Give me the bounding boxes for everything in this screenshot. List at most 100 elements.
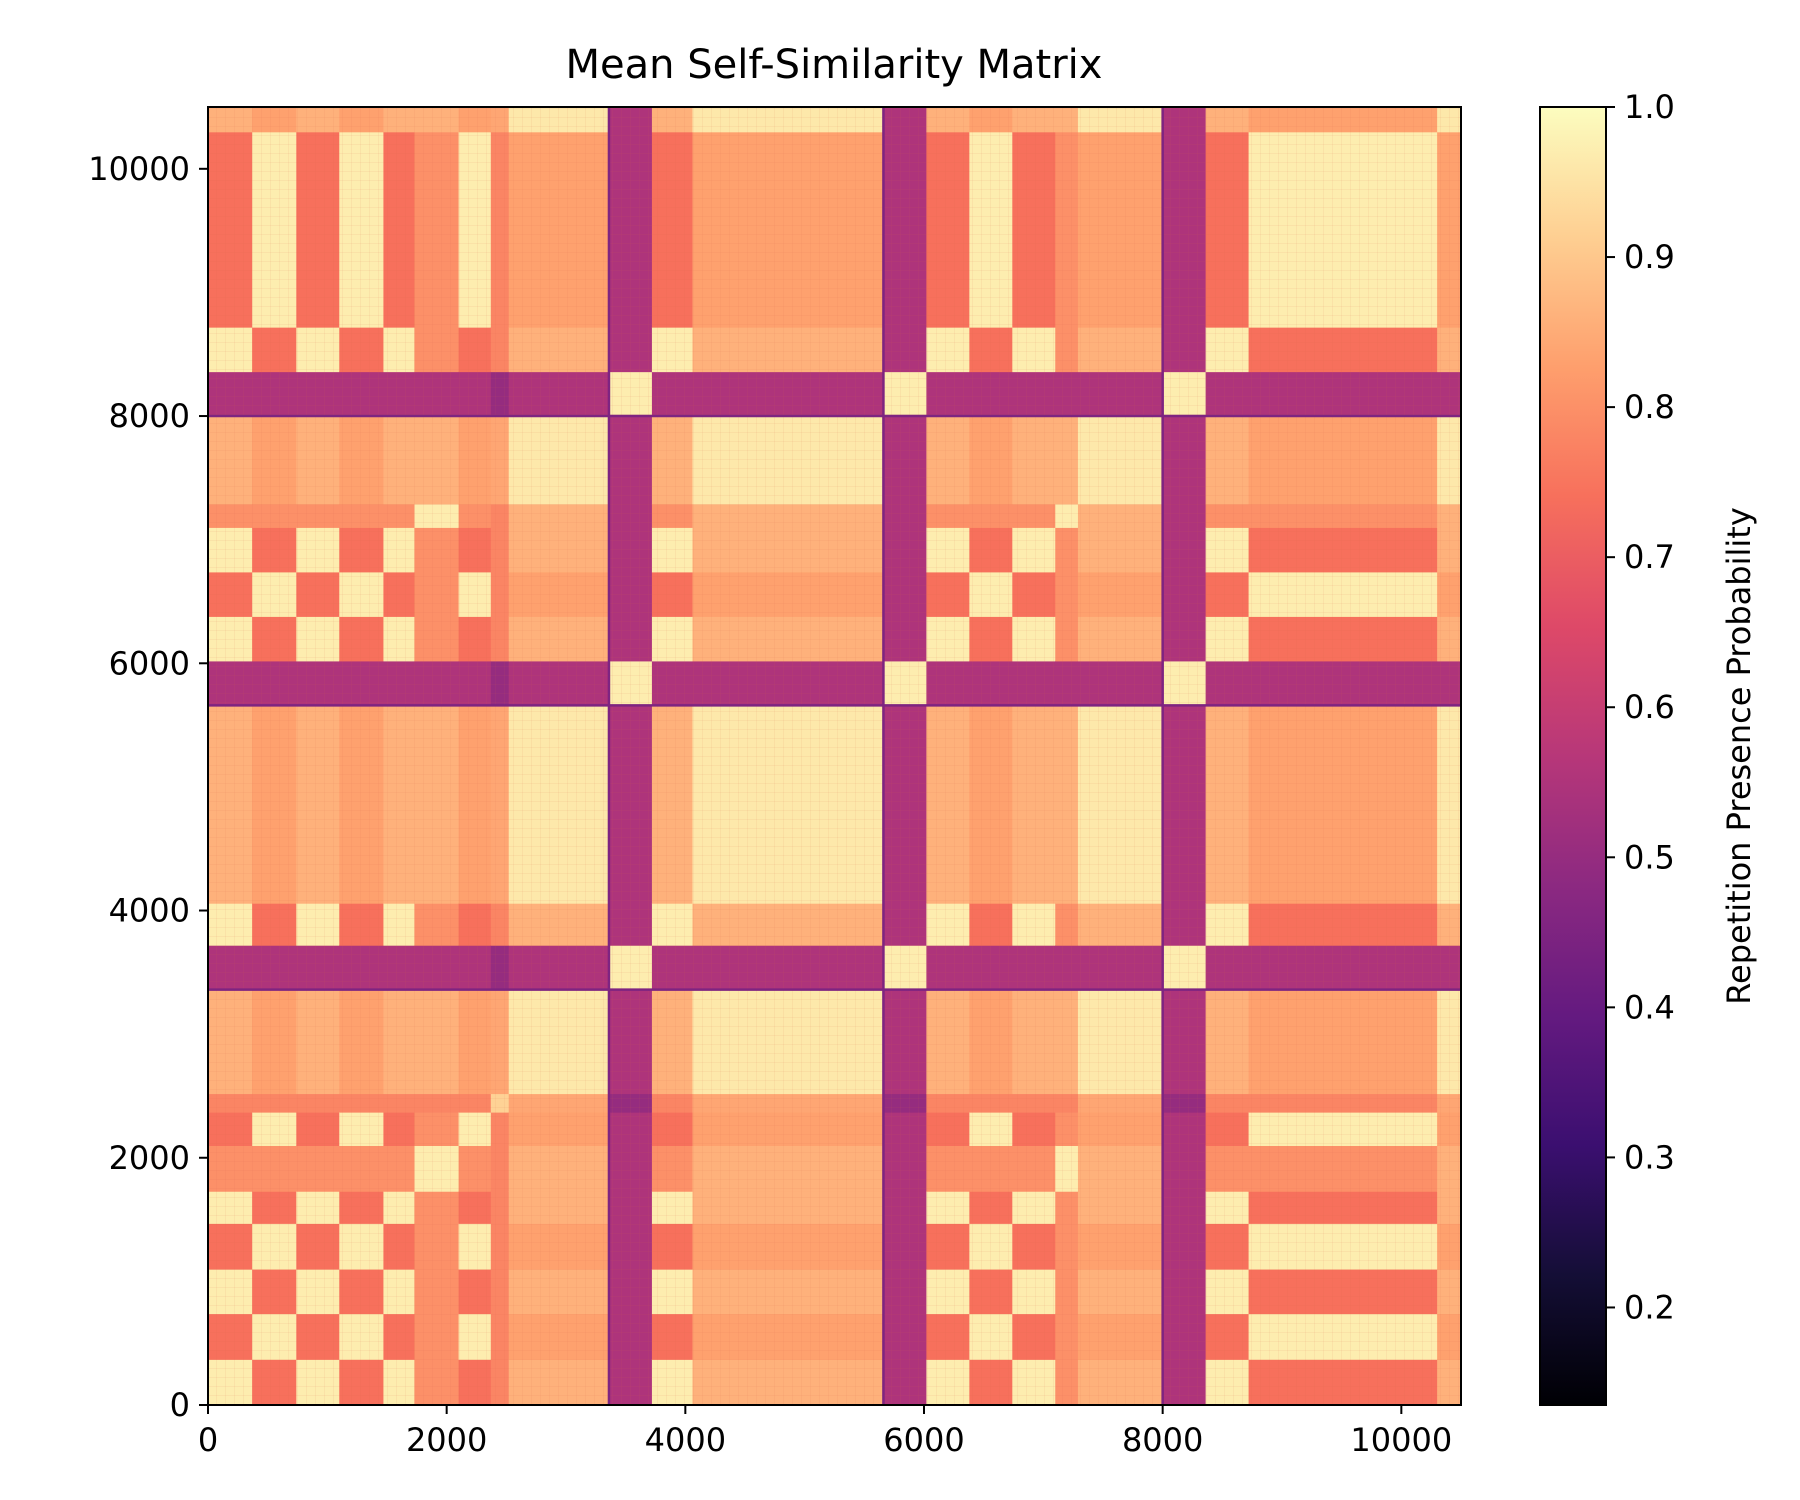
heatmap-cell bbox=[339, 371, 385, 417]
heatmap-cell bbox=[1055, 371, 1079, 417]
heatmap-cell bbox=[458, 660, 492, 706]
heatmap-cell bbox=[1077, 371, 1164, 417]
heatmap-cell bbox=[1012, 1313, 1056, 1360]
heatmap-cell bbox=[651, 705, 694, 904]
heatmap-cell bbox=[1205, 616, 1250, 662]
heatmap-cell bbox=[1077, 327, 1164, 373]
heatmap-cell bbox=[252, 571, 297, 617]
heatmap-cell bbox=[208, 1223, 253, 1270]
colorbar-tick-label: 0.8 bbox=[1624, 388, 1675, 426]
heatmap-cell bbox=[926, 616, 970, 662]
heatmap-cell bbox=[1012, 945, 1056, 991]
heatmap-cell bbox=[383, 903, 416, 946]
heatmap-cell bbox=[1205, 1313, 1250, 1360]
heatmap-cell bbox=[458, 616, 492, 662]
heatmap-cell bbox=[1077, 527, 1164, 573]
heatmap-cell bbox=[508, 131, 610, 328]
heatmap-cell bbox=[1055, 1145, 1079, 1192]
heatmap-cell bbox=[608, 989, 653, 1095]
heatmap-cell bbox=[414, 371, 460, 417]
heatmap-cell bbox=[1077, 107, 1164, 133]
heatmap-cell bbox=[969, 1223, 1013, 1270]
colorbar-tick-label: 0.4 bbox=[1624, 988, 1675, 1026]
heatmap-cell bbox=[339, 571, 385, 617]
heatmap-cell bbox=[458, 1093, 492, 1113]
heatmap-cell bbox=[1012, 371, 1056, 417]
heatmap-cell bbox=[296, 1269, 340, 1315]
heatmap-cell bbox=[414, 107, 460, 133]
heatmap-cell bbox=[883, 527, 927, 573]
heatmap-cell bbox=[252, 945, 297, 991]
heatmap-cell bbox=[296, 903, 340, 946]
heatmap-cell bbox=[1077, 416, 1164, 505]
colorbar-tick-label: 0.9 bbox=[1624, 238, 1675, 276]
heatmap-cell bbox=[458, 1313, 492, 1360]
heatmap-cell bbox=[490, 616, 510, 662]
x-tick-label: 8000 bbox=[1122, 1421, 1203, 1459]
heatmap-cell bbox=[339, 1313, 385, 1360]
heatmap-cell bbox=[1248, 1223, 1438, 1270]
heatmap-cell bbox=[883, 327, 927, 373]
heatmap-cell bbox=[458, 1191, 492, 1224]
heatmap-cell bbox=[490, 371, 510, 417]
heatmap-cell bbox=[883, 107, 927, 133]
heatmap-cell bbox=[651, 107, 694, 133]
heatmap-cell bbox=[490, 527, 510, 573]
heatmap-cell bbox=[1248, 571, 1438, 617]
heatmap-cell bbox=[1055, 616, 1079, 662]
y-tick-label: 2000 bbox=[109, 1139, 190, 1177]
heatmap-cell bbox=[1248, 371, 1438, 417]
heatmap-cell bbox=[1162, 571, 1207, 617]
colorbar: 0.2 0.3 0.4 0.5 0.6 0.7 0.8 0.9 1.0 Repetition P… bbox=[1539, 88, 1758, 1406]
heatmap-cell bbox=[383, 945, 416, 991]
heatmap-cell bbox=[1162, 327, 1207, 373]
heatmap-cell bbox=[508, 1359, 610, 1405]
heatmap-cell bbox=[383, 503, 416, 528]
heatmap-cell bbox=[608, 371, 653, 417]
heatmap-cell bbox=[1248, 1112, 1438, 1146]
heatmap-cell bbox=[969, 903, 1013, 946]
heatmap-cell bbox=[608, 903, 653, 946]
heatmap-cell bbox=[692, 1313, 885, 1360]
heatmap-cell bbox=[926, 131, 970, 328]
heatmap-cell bbox=[1162, 1269, 1207, 1315]
x-tick-label: 0 bbox=[198, 1421, 218, 1459]
heatmap-cell bbox=[969, 945, 1013, 991]
heatmap-cell bbox=[1437, 371, 1461, 417]
heatmap-cell bbox=[692, 1191, 885, 1224]
heatmap-cell bbox=[339, 1093, 385, 1113]
heatmap-cell bbox=[1205, 571, 1250, 617]
heatmap-cell bbox=[458, 1223, 492, 1270]
heatmap-cell bbox=[1055, 503, 1079, 528]
heatmap-cell bbox=[458, 945, 492, 991]
heatmap-cell bbox=[651, 503, 694, 528]
heatmap-cell bbox=[1077, 1093, 1164, 1113]
heatmap-cell bbox=[296, 705, 340, 904]
heatmap-cell bbox=[1077, 1145, 1164, 1192]
heatmap-cell bbox=[1012, 616, 1056, 662]
heatmap-cell bbox=[1077, 616, 1164, 662]
heatmap-cell bbox=[1077, 1313, 1164, 1360]
heatmap-cell bbox=[883, 1359, 927, 1405]
x-axis: 0 2000 4000 6000 8000 10000 bbox=[198, 1405, 1452, 1459]
heatmap-cell bbox=[1012, 989, 1056, 1095]
heatmap-cell bbox=[296, 945, 340, 991]
colorbar-tick-label: 0.3 bbox=[1624, 1138, 1675, 1176]
heatmap-cell bbox=[208, 903, 253, 946]
heatmap-cell bbox=[208, 1359, 253, 1405]
heatmap-cell bbox=[1162, 1112, 1207, 1146]
heatmap-cell bbox=[969, 527, 1013, 573]
heatmap-cell bbox=[1248, 416, 1438, 505]
heatmap-cell bbox=[1248, 527, 1438, 573]
heatmap-cell bbox=[1012, 416, 1056, 505]
heatmap-cell bbox=[1077, 131, 1164, 328]
x-tick-label: 2000 bbox=[406, 1421, 487, 1459]
heatmap-cell bbox=[383, 1313, 416, 1360]
heatmap-cell bbox=[1162, 660, 1207, 706]
heatmap-cell bbox=[926, 371, 970, 417]
heatmap-cell bbox=[490, 327, 510, 373]
heatmap-cell bbox=[339, 945, 385, 991]
heatmap-cell bbox=[252, 616, 297, 662]
heatmap-cell bbox=[1055, 660, 1079, 706]
heatmap-cell bbox=[1077, 945, 1164, 991]
